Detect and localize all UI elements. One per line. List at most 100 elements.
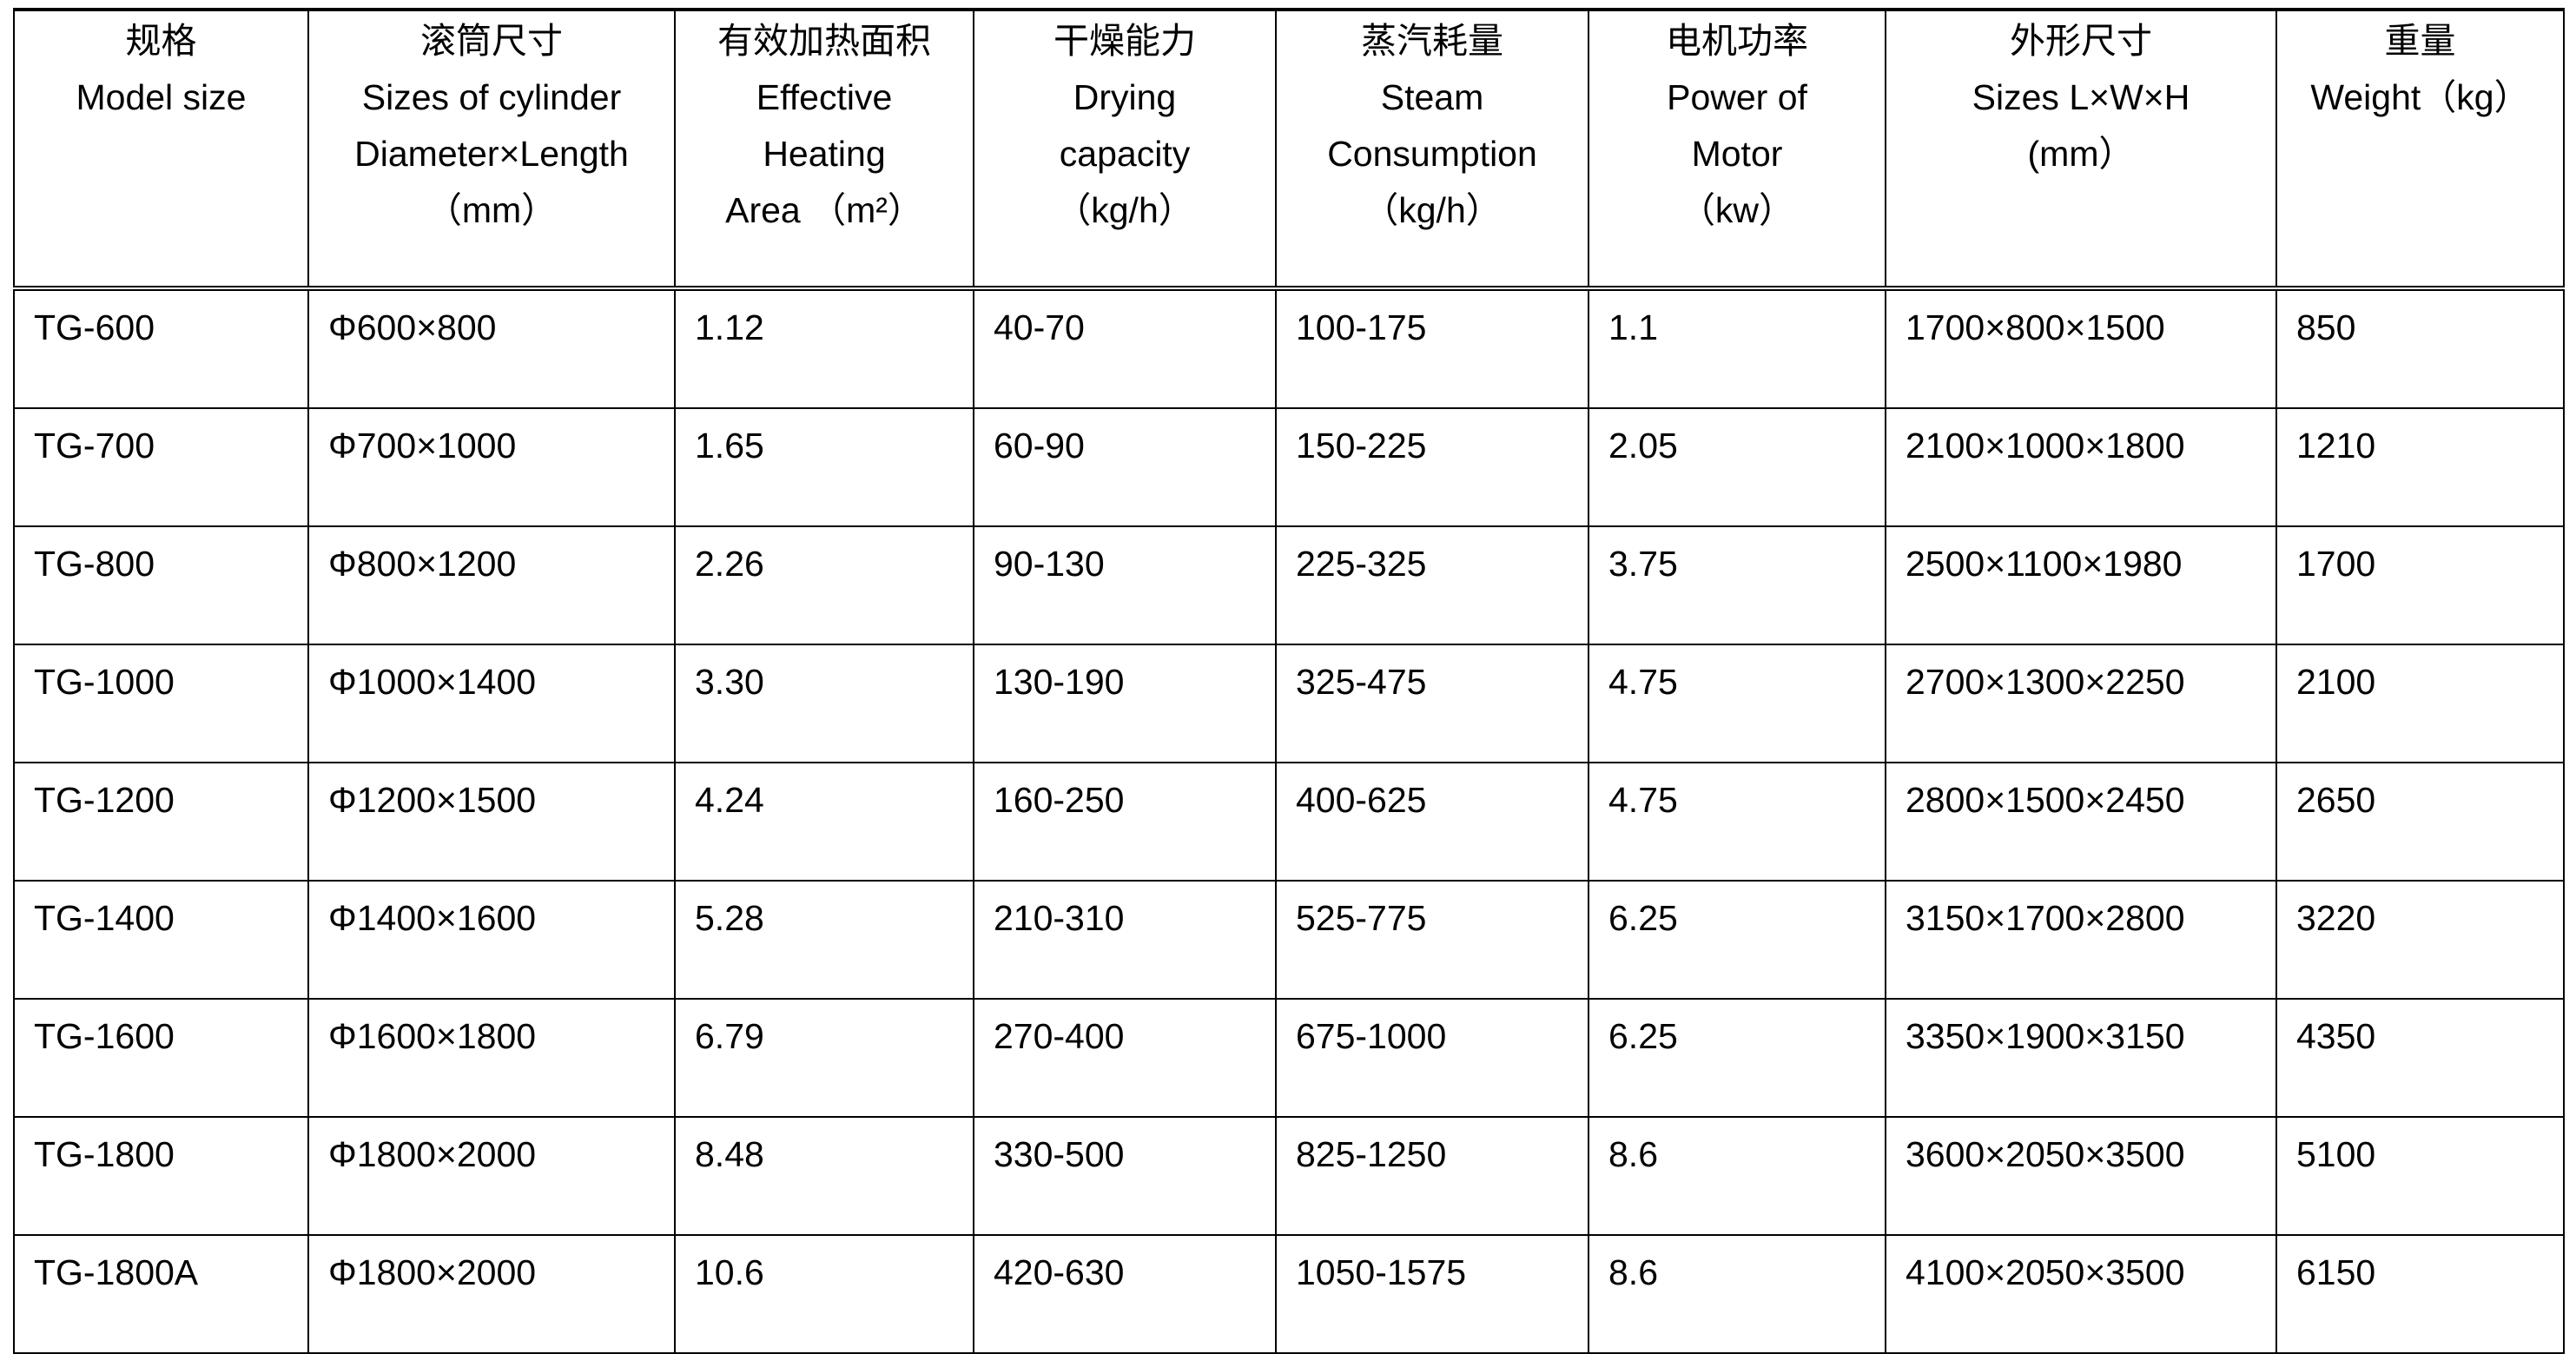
cell-drying-capacity: 40-70 [973,287,1277,409]
header-en: Sizes of cylinder [361,77,622,117]
cell-heating-area: 10.6 [674,1234,974,1354]
table-row: TG-600 Φ600×800 1.12 40-70 100-175 1.1 1700×80… [13,287,2565,409]
cell-overall-size: 3600×2050×3500 [1885,1116,2277,1236]
cell-overall-size: 4100×2050×3500 [1885,1234,2277,1354]
header-zh: 规格 [125,21,197,61]
cell-motor-power: 1.1 [1588,287,1886,409]
header-en: Sizes L×W×H [1972,77,2190,117]
header-cylinder-size: 滚筒尺寸 Sizes of cylinder Diameter×Length （mm） [307,9,676,291]
header-en: Effective [756,77,893,117]
cell-heating-area: 2.26 [674,525,974,645]
cell-motor-power: 8.6 [1588,1234,1886,1354]
cell-steam-consumption: 225-325 [1275,525,1589,645]
cell-heating-area: 3.30 [674,644,974,763]
cell-weight: 3220 [2275,880,2565,1000]
cell-heating-area: 5.28 [674,880,974,1000]
cell-overall-size: 1700×800×1500 [1885,287,2277,409]
cell-motor-power: 4.75 [1588,762,1886,882]
cell-overall-size: 3350×1900×3150 [1885,998,2277,1118]
cell-cylinder-size: Φ1400×1600 [307,880,676,1000]
cell-overall-size: 3150×1700×2800 [1885,880,2277,1000]
cell-model: TG-1800 [13,1116,309,1236]
cell-steam-consumption: 400-625 [1275,762,1589,882]
cell-weight: 1210 [2275,407,2565,527]
cell-cylinder-size: Φ700×1000 [307,407,676,527]
cell-heating-area: 8.48 [674,1116,974,1236]
cell-model: TG-1200 [13,762,309,882]
cell-steam-consumption: 325-475 [1275,644,1589,763]
cell-drying-capacity: 210-310 [973,880,1277,1000]
cell-heating-area: 1.65 [674,407,974,527]
cell-cylinder-size: Φ1800×2000 [307,1116,676,1236]
header-zh: 外形尺寸 [2010,21,2152,61]
cell-model: TG-600 [13,287,309,409]
header-heating-area: 有效加热面积 Effective Heating Area （m²） [674,9,974,291]
cell-steam-consumption: 825-1250 [1275,1116,1589,1236]
cell-weight: 2100 [2275,644,2565,763]
cell-drying-capacity: 330-500 [973,1116,1277,1236]
cell-model: TG-700 [13,407,309,527]
table-row: TG-1400 Φ1400×1600 5.28 210-310 525-775 6.25 3… [13,880,2565,1000]
header-en: Model size [76,77,247,117]
table-row: TG-1200 Φ1200×1500 4.24 160-250 400-625 4.75 2… [13,762,2565,882]
header-zh: 滚筒尺寸 [420,21,563,61]
header-overall-size: 外形尺寸 Sizes L×W×H (mm） [1885,9,2277,291]
cell-drying-capacity: 160-250 [973,762,1277,882]
header-en: Heating [763,134,886,174]
cell-motor-power: 3.75 [1588,525,1886,645]
cell-drying-capacity: 90-130 [973,525,1277,645]
cell-steam-consumption: 1050-1575 [1275,1234,1589,1354]
header-row: 规格 Model size 滚筒尺寸 Sizes of cylinder Diamete… [13,9,2565,291]
cell-drying-capacity: 60-90 [973,407,1277,527]
cell-motor-power: 4.75 [1588,644,1886,763]
table-row: TG-700 Φ700×1000 1.65 60-90 150-225 2.05 2100×… [13,407,2565,527]
cell-overall-size: 2700×1300×2250 [1885,644,2277,763]
cell-motor-power: 6.25 [1588,880,1886,1000]
header-drying-capacity: 干燥能力 Drying capacity （kg/h） [973,9,1277,291]
header-en: capacity [1059,134,1191,174]
cell-model: TG-1600 [13,998,309,1118]
cell-motor-power: 8.6 [1588,1116,1886,1236]
cell-cylinder-size: Φ600×800 [307,287,676,409]
cell-steam-consumption: 150-225 [1275,407,1589,527]
header-zh: 干燥能力 [1054,21,1196,61]
cell-motor-power: 2.05 [1588,407,1886,527]
header-en: Power of [1667,77,1807,117]
header-motor-power: 电机功率 Power of Motor （kw） [1588,9,1886,291]
cell-overall-size: 2500×1100×1980 [1885,525,2277,645]
header-zh: 重量 [2384,21,2456,61]
cell-overall-size: 2800×1500×2450 [1885,762,2277,882]
cell-heating-area: 1.12 [674,287,974,409]
header-steam-consumption: 蒸汽耗量 Steam Consumption （kg/h） [1275,9,1589,291]
cell-weight: 4350 [2275,998,2565,1118]
cell-steam-consumption: 675-1000 [1275,998,1589,1118]
table-row: TG-1800 Φ1800×2000 8.48 330-500 825-1250 8.6 3… [13,1116,2565,1236]
cell-cylinder-size: Φ1000×1400 [307,644,676,763]
table-body: TG-600 Φ600×800 1.12 40-70 100-175 1.1 1700×80… [13,287,2565,1354]
header-zh: 有效加热面积 [717,21,931,61]
cell-cylinder-size: Φ1800×2000 [307,1234,676,1354]
cell-motor-power: 6.25 [1588,998,1886,1118]
cell-weight: 6150 [2275,1234,2565,1354]
header-zh: 电机功率 [1666,21,1808,61]
header-weight: 重量 Weight（kg） [2275,9,2565,291]
header-en: （mm） [426,190,558,230]
cell-weight: 2650 [2275,762,2565,882]
cell-drying-capacity: 270-400 [973,998,1277,1118]
header-en: Drying [1073,77,1177,117]
cell-weight: 850 [2275,287,2565,409]
header-en: Area （m²） [725,190,923,230]
table-row: TG-1000 Φ1000×1400 3.30 130-190 325-475 4.75 2… [13,644,2565,763]
cell-cylinder-size: Φ1600×1800 [307,998,676,1118]
header-en: Motor [1691,134,1783,174]
header-en: Weight（kg） [2310,77,2530,117]
cell-drying-capacity: 130-190 [973,644,1277,763]
cell-model: TG-1800A [13,1234,309,1354]
header-en: （kw） [1679,190,1795,230]
cell-cylinder-size: Φ800×1200 [307,525,676,645]
header-en: （kg/h） [1363,190,1502,230]
spec-table: 规格 Model size 滚筒尺寸 Sizes of cylinder Diamete… [13,8,2565,1354]
cell-weight: 1700 [2275,525,2565,645]
cell-drying-capacity: 420-630 [973,1234,1277,1354]
cell-weight: 5100 [2275,1116,2565,1236]
